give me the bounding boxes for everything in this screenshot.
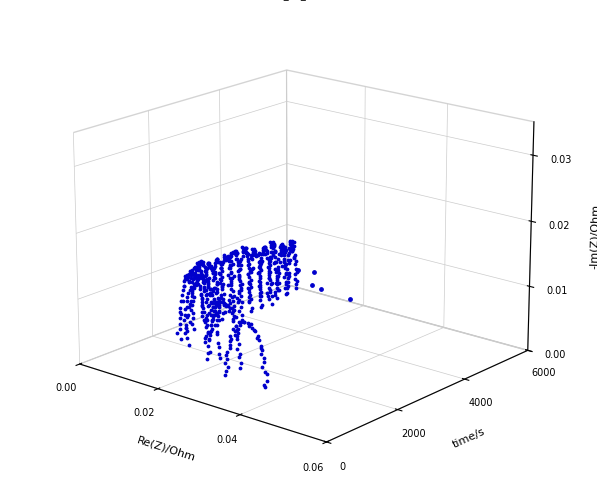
X-axis label: Re(Z)/Ohm: Re(Z)/Ohm — [136, 435, 197, 462]
Y-axis label: time/s: time/s — [451, 427, 487, 450]
